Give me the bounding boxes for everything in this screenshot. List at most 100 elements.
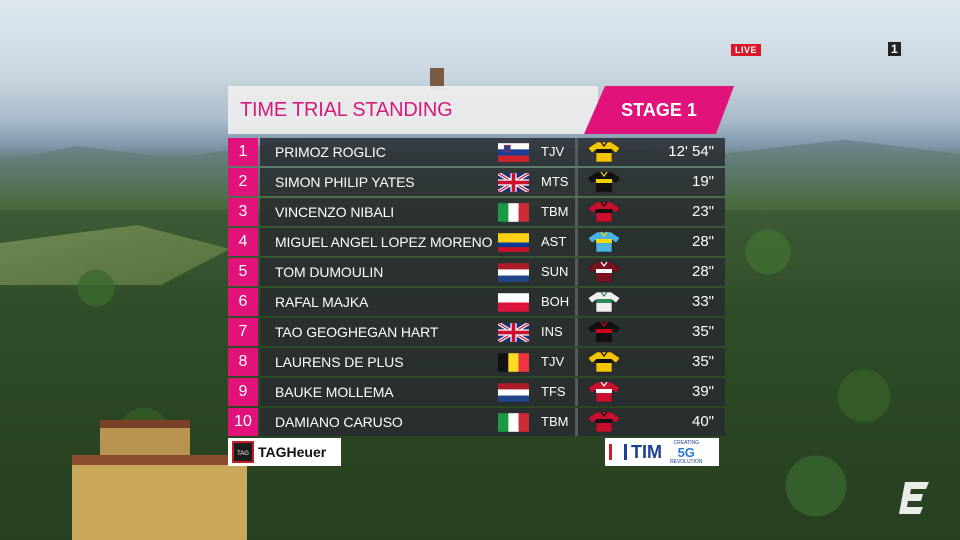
rider-name: BAUKE MOLLEMA	[275, 384, 394, 400]
rider-name: LAURENS DE PLUS	[275, 354, 404, 370]
rider-name: TOM DUMOULIN	[275, 264, 384, 280]
rank-number: 7	[228, 318, 258, 346]
row-background	[260, 348, 725, 376]
team-jersey-icon	[587, 381, 621, 403]
netherlands-flag-icon	[498, 383, 529, 402]
tim-5g-tag: CREATING 5G REVOLUTION	[670, 439, 703, 465]
rank-number: 9	[228, 378, 258, 406]
row-background	[260, 378, 725, 406]
row-divider	[575, 378, 578, 406]
time-gap: 35"	[691, 353, 714, 370]
standing-row: 9 BAUKE MOLLEMA TFS 39"	[228, 378, 728, 406]
standings-list: 1 PRIMOZ ROGLIC TJV 12' 54" 2 SIMON PHILIP YA…	[228, 138, 728, 436]
italy-flag-icon	[498, 413, 529, 432]
team-code: TFS	[541, 384, 566, 399]
rank-number: 5	[228, 258, 258, 286]
row-background	[260, 198, 725, 226]
team-code: INS	[541, 324, 563, 339]
row-divider	[575, 168, 578, 196]
tower	[430, 68, 444, 90]
standing-row: 3 VINCENZO NIBALI TBM 23"	[228, 198, 728, 226]
tagheuer-shield-icon: TAG	[232, 441, 254, 463]
team-jersey-icon	[587, 321, 621, 343]
time-gap: 28"	[691, 233, 714, 250]
row-background	[260, 138, 725, 166]
rank-number: 2	[228, 168, 258, 196]
row-divider	[575, 228, 578, 256]
row-background	[260, 318, 725, 346]
team-code: SUN	[541, 264, 569, 279]
time-gap: 33"	[691, 293, 714, 310]
uk-flag-icon	[498, 323, 529, 342]
standings-panel: TIME TRIAL STANDING STAGE 1 1 PRIMOZ ROGL…	[228, 86, 734, 438]
rider-name: RAFAL MAJKA	[275, 294, 369, 310]
team-jersey-icon	[587, 231, 621, 253]
team-code: AST	[541, 234, 567, 249]
row-background	[260, 288, 725, 316]
row-divider	[575, 318, 578, 346]
rank-number: 3	[228, 198, 258, 226]
standing-row: 2 SIMON PHILIP YATES MTS 19"	[228, 168, 728, 196]
team-jersey-icon	[587, 351, 621, 373]
standing-row: 5 TOM DUMOULIN SUN 28"	[228, 258, 728, 286]
time-gap: 40"	[691, 413, 714, 430]
tim-mark-icon	[609, 444, 627, 460]
standing-row: 10 DAMIANO CARUSO TBM 40"	[228, 408, 728, 436]
standing-row: 8 LAURENS DE PLUS TJV 35"	[228, 348, 728, 376]
team-jersey-icon	[587, 201, 621, 223]
rider-name: TAO GEOGHEGAN HART	[275, 324, 439, 340]
row-divider	[575, 258, 578, 286]
team-code: MTS	[541, 174, 569, 189]
team-code: TJV	[541, 354, 565, 369]
time-gap: 23"	[691, 203, 714, 220]
rider-name: PRIMOZ ROGLIC	[275, 144, 386, 160]
eurosport-logo	[899, 482, 929, 514]
time-gap: 19"	[691, 173, 714, 190]
time-gap: 28"	[691, 263, 714, 280]
channel-number: 1	[888, 42, 901, 56]
italy-flag-icon	[498, 203, 529, 222]
row-divider	[575, 138, 578, 166]
row-divider	[575, 198, 578, 226]
team-jersey-icon	[587, 291, 621, 313]
time-gap: 39"	[691, 383, 714, 400]
rider-name: VINCENZO NIBALI	[275, 204, 395, 220]
rank-number: 4	[228, 228, 258, 256]
time-gap: 12' 54"	[668, 143, 714, 160]
rank-number: 6	[228, 288, 258, 316]
team-code: TBM	[541, 414, 569, 429]
rider-name: SIMON PHILIP YATES	[275, 174, 415, 190]
row-background	[260, 228, 725, 256]
panel-title: TIME TRIAL STANDING	[228, 86, 598, 134]
netherlands-flag-icon	[498, 263, 529, 282]
team-code: BOH	[541, 294, 570, 309]
uk-flag-icon	[498, 173, 529, 192]
row-divider	[575, 348, 578, 376]
standing-row: 7 TAO GEOGHEGAN HART INS 35"	[228, 318, 728, 346]
tagheuer-text: TAGHeuer	[258, 444, 327, 460]
rider-name: MIGUEL ANGEL LOPEZ MORENO	[275, 234, 493, 250]
row-background	[260, 258, 725, 286]
standing-row: 4 MIGUEL ANGEL LOPEZ MORENO AST 28"	[228, 228, 728, 256]
team-code: TJV	[541, 144, 565, 159]
row-divider	[575, 288, 578, 316]
rank-number: 1	[228, 138, 258, 166]
team-jersey-icon	[587, 411, 621, 433]
team-code: TBM	[541, 204, 569, 219]
building	[72, 455, 247, 540]
row-background	[260, 168, 725, 196]
slovenia-flag-icon	[498, 143, 529, 162]
colombia-flag-icon	[498, 233, 529, 252]
rank-number: 10	[228, 408, 258, 436]
rank-number: 8	[228, 348, 258, 376]
tagheuer-logo: TAG TAGHeuer	[228, 438, 341, 466]
row-background	[260, 408, 725, 436]
tim-text: TIM	[631, 441, 662, 462]
live-badge: LIVE	[731, 44, 762, 56]
panel-header: TIME TRIAL STANDING STAGE 1	[228, 86, 734, 134]
standing-row: 1 PRIMOZ ROGLIC TJV 12' 54"	[228, 138, 728, 166]
team-jersey-icon	[587, 171, 621, 193]
rider-name: DAMIANO CARUSO	[275, 414, 403, 430]
belgium-flag-icon	[498, 353, 529, 372]
row-divider	[575, 408, 578, 436]
